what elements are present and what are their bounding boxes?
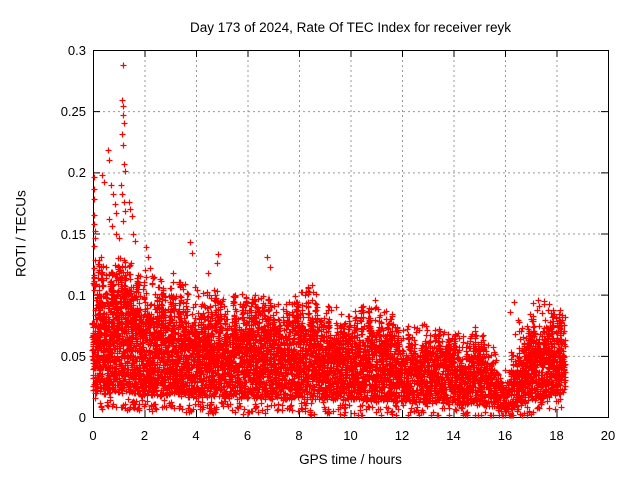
x-axis-label: GPS time / hours [299, 452, 402, 467]
y-tick-label: 0.15 [60, 226, 86, 242]
y-tick-label: 0.3 [67, 43, 86, 58]
x-tick-label: 4 [192, 428, 200, 443]
x-tick-label: 16 [497, 428, 513, 443]
x-tick-label: 20 [600, 428, 616, 443]
x-tick-label: 12 [394, 428, 410, 443]
x-tick-label: 10 [343, 428, 358, 443]
x-tick-label: 0 [89, 428, 97, 443]
x-tick-label: 2 [140, 428, 149, 443]
x-tick-label: 14 [446, 428, 461, 443]
chart-title: Day 173 of 2024, Rate Of TEC Index for r… [190, 20, 511, 35]
x-tick-label: 8 [295, 428, 303, 443]
y-tick-label: 0.25 [60, 104, 86, 120]
x-tick-label: 6 [243, 428, 252, 443]
y-tick-label: 0.1 [67, 287, 86, 303]
y-tick-label: 0.05 [60, 348, 86, 364]
y-tick-label: 0.2 [67, 165, 86, 181]
x-tick-label: 18 [549, 428, 564, 443]
y-tick-label: 0 [78, 410, 86, 425]
